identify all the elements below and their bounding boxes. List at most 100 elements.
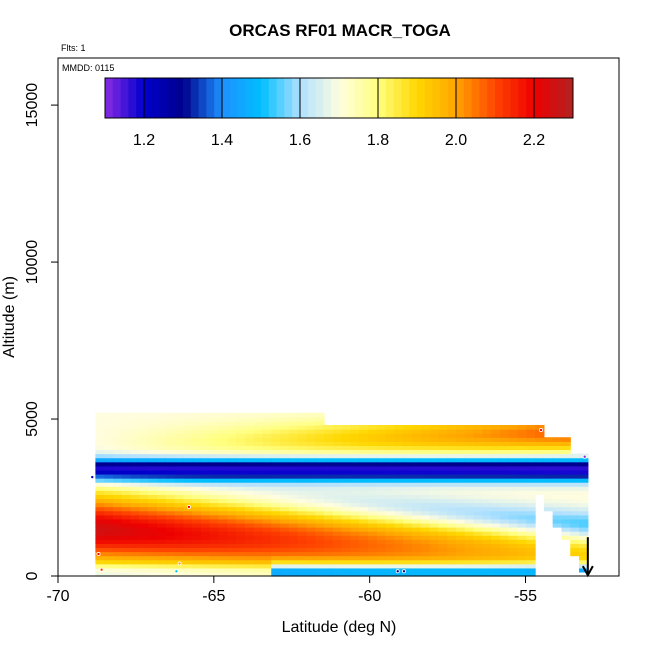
observation-point	[174, 569, 179, 574]
heatmap-cell	[262, 433, 272, 438]
heatmap-cell	[350, 559, 360, 565]
heatmap-cell	[473, 494, 483, 500]
heatmap-cell	[209, 490, 220, 495]
heatmap-cell	[139, 461, 149, 467]
heatmap-cell	[429, 490, 439, 495]
heatmap-cell	[570, 482, 580, 487]
heatmap-cell	[376, 437, 387, 442]
heatmap-cell	[95, 531, 105, 536]
heatmap-cell	[95, 425, 105, 430]
heatmap-cell	[517, 469, 527, 475]
heatmap-cell	[130, 473, 140, 479]
heatmap-cell	[148, 514, 158, 520]
heatmap-cell	[218, 522, 228, 528]
heatmap-cell	[385, 441, 395, 446]
heatmap-cell	[148, 506, 158, 512]
heatmap-cell	[359, 506, 369, 512]
heatmap-cell	[121, 478, 132, 483]
heatmap-cell	[227, 449, 237, 455]
heatmap-cell	[104, 543, 114, 549]
colorbar-segment	[237, 78, 246, 118]
heatmap-cell	[262, 527, 272, 532]
heatmap-cell	[104, 563, 114, 569]
heatmap-cell	[561, 490, 571, 495]
heatmap-cell	[227, 555, 237, 561]
heatmap-cell	[447, 559, 457, 565]
heatmap-cell	[385, 518, 395, 524]
heatmap-cell	[209, 473, 220, 479]
heatmap-cell	[526, 490, 536, 495]
heatmap-cell	[139, 441, 149, 446]
heatmap-cell	[429, 437, 439, 442]
heatmap-cell	[130, 567, 140, 573]
heatmap-cell	[236, 473, 246, 479]
colorbar-segment	[229, 78, 239, 118]
heatmap-cell	[139, 465, 149, 471]
heatmap-cell	[112, 502, 123, 508]
heatmap-cell	[130, 563, 140, 569]
heatmap-cell	[209, 449, 220, 455]
heatmap-cell	[121, 445, 132, 451]
heatmap-cell	[491, 437, 501, 442]
heatmap-cell	[552, 449, 563, 455]
heatmap-cell	[121, 416, 132, 422]
heatmap-cell	[341, 506, 352, 512]
heatmap-cell	[183, 461, 193, 467]
heatmap-cell	[482, 527, 492, 532]
heatmap-cell	[394, 465, 404, 471]
heatmap-cell	[174, 425, 184, 430]
heatmap-cell	[350, 433, 360, 438]
heatmap-cell	[376, 518, 387, 524]
heatmap-cell	[218, 571, 228, 577]
heatmap-cell	[315, 494, 325, 500]
heatmap-cell	[526, 531, 536, 536]
heatmap-cell	[385, 473, 395, 479]
heatmap-cell	[192, 445, 202, 451]
heatmap-cell	[271, 494, 281, 500]
heatmap-cell	[535, 433, 545, 438]
heatmap-cell	[183, 506, 193, 512]
heatmap-cell	[482, 445, 492, 451]
heatmap-cell	[482, 510, 492, 516]
heatmap-cell	[455, 531, 466, 536]
heatmap-cell	[183, 571, 193, 577]
heatmap-cell	[429, 514, 439, 520]
heatmap-cell	[473, 437, 483, 442]
heatmap-cell	[359, 441, 369, 446]
heatmap-cell	[473, 457, 483, 463]
heatmap-cell	[447, 457, 457, 463]
heatmap-cell	[482, 514, 492, 520]
heatmap-cell	[104, 425, 114, 430]
heatmap-cell	[535, 425, 545, 430]
heatmap-cell	[183, 433, 193, 438]
heatmap-cell	[192, 563, 202, 569]
heatmap-cell	[482, 551, 492, 557]
heatmap-cell	[244, 453, 255, 459]
colorbar-segment	[518, 78, 527, 118]
heatmap-cell	[200, 535, 211, 540]
heatmap-cell	[324, 437, 334, 442]
heatmap-cell	[297, 522, 308, 528]
heatmap-cell	[112, 543, 123, 549]
heatmap-cell	[438, 555, 448, 561]
heatmap-cell	[403, 437, 413, 442]
heatmap-cell	[491, 535, 501, 540]
heatmap-cell	[95, 473, 105, 479]
heatmap-cell	[139, 445, 149, 451]
heatmap-cell	[139, 502, 149, 508]
heatmap-cell	[517, 571, 527, 577]
heatmap-cell	[262, 465, 272, 471]
heatmap-cell	[561, 457, 571, 463]
heatmap-cell	[271, 437, 281, 442]
heatmap-cell	[271, 551, 281, 557]
heatmap-cell	[156, 518, 167, 524]
heatmap-cell	[482, 567, 492, 573]
heatmap-cell	[280, 543, 290, 549]
heatmap-cell	[121, 490, 132, 495]
heatmap-cell	[517, 518, 527, 524]
heatmap-cell	[244, 543, 255, 549]
heatmap-cell	[236, 551, 246, 557]
heatmap-cell	[429, 465, 439, 471]
heatmap-cell	[174, 457, 184, 463]
